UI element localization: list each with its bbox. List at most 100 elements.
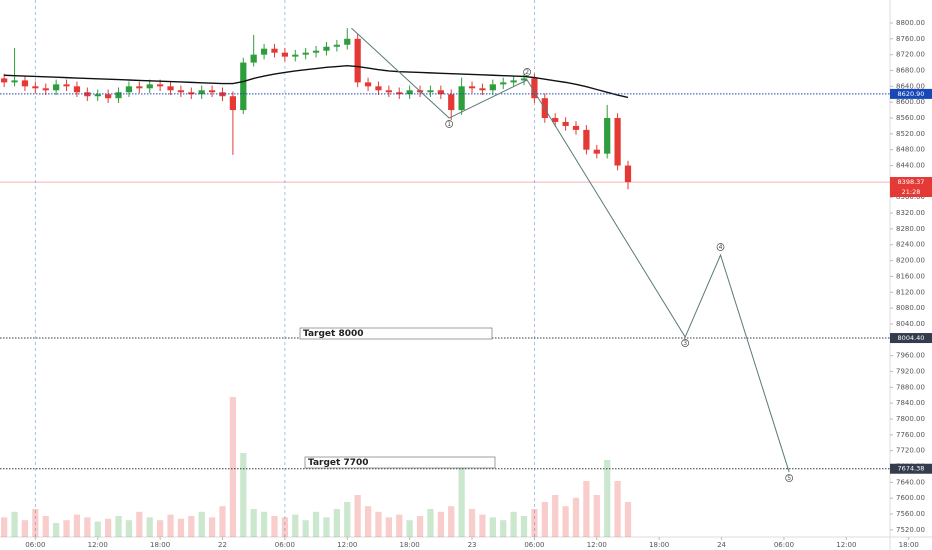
volume-bar (1, 517, 8, 537)
volume-bar (42, 516, 49, 537)
x-tick-label: 06:00 (524, 541, 544, 549)
candle-body (177, 90, 185, 93)
wave-marker (716, 243, 725, 251)
volume-bar (188, 516, 195, 537)
y-tick-label: 8800.00 (896, 19, 925, 27)
candle-body (531, 78, 538, 99)
volume-bar (198, 511, 205, 537)
candle-body (115, 92, 122, 99)
candle-body (604, 118, 611, 154)
wave-label: 1 (447, 121, 451, 128)
volume-bar (344, 502, 351, 537)
x-tick-label: 24 (717, 541, 726, 549)
candle-body (302, 52, 309, 55)
x-tick-label: 06:00 (25, 541, 45, 549)
y-tick-label: 8600.00 (896, 98, 925, 106)
volume-bar (583, 481, 590, 537)
volume-bar (624, 502, 632, 537)
x-tick-label: 12:00 (587, 541, 607, 549)
volume-bar (385, 517, 392, 537)
wave-label: 2 (525, 69, 529, 76)
wave-marker (785, 474, 793, 482)
volume-bar (427, 509, 434, 537)
candle-body (146, 84, 153, 89)
candle-body (1, 78, 8, 83)
volume-bar (115, 516, 122, 537)
y-tick-label: 8200.00 (896, 257, 925, 265)
candle-body (500, 82, 507, 85)
volume-bar (73, 514, 81, 537)
volume-bar (510, 511, 517, 537)
annotation: Target 8000 (303, 329, 364, 339)
candle-body (156, 84, 164, 87)
volume-bar (219, 506, 226, 537)
price-tag (890, 88, 932, 99)
candle-body (21, 80, 29, 87)
price-tag (890, 177, 932, 188)
candle-body (281, 52, 289, 57)
volume-bar (489, 517, 496, 537)
candle-body (552, 118, 559, 122)
volume-bar (364, 506, 372, 537)
candle-body (375, 86, 382, 91)
wave-marker (681, 339, 690, 347)
x-tick-label: 12:00 (337, 541, 357, 549)
y-tick-label: 8720.00 (896, 51, 925, 59)
wave-marker (523, 68, 531, 76)
y-tick-label: 7920.00 (896, 367, 925, 375)
volume-bar (437, 511, 444, 537)
volume-bar (531, 509, 538, 537)
volume-bar (156, 520, 164, 537)
candle-body (614, 118, 621, 166)
volume-bar (312, 511, 320, 537)
candle-body (312, 50, 320, 53)
y-tick-label: 7640.00 (896, 478, 925, 486)
candle-body (260, 48, 268, 55)
volume-bar (302, 520, 309, 537)
countdown-tag (890, 187, 932, 198)
candle-body (333, 44, 340, 47)
x-tick-label: 18:00 (150, 541, 170, 549)
price-tag (890, 333, 932, 344)
x-tick-label: 06:00 (275, 541, 295, 549)
candle-body (344, 38, 351, 45)
candle-body (520, 78, 528, 81)
candle-body (406, 90, 413, 95)
candle-body (53, 84, 60, 91)
candle-body (94, 94, 101, 97)
candle-body (479, 88, 486, 91)
y-tick-label: 8640.00 (896, 82, 925, 90)
candle-body (229, 96, 237, 111)
candle-body (32, 86, 39, 89)
wave-label: 3 (683, 340, 687, 347)
price-tag-label: 8398.37 (898, 178, 925, 186)
price-tag-label: 8004.40 (898, 334, 925, 342)
y-tick-label: 8440.00 (896, 162, 925, 170)
volume-bar (94, 521, 101, 537)
candle-body (42, 88, 49, 91)
x-tick-label: 06:00 (774, 541, 794, 549)
moving-average (4, 65, 629, 99)
candle-body (562, 121, 569, 126)
y-tick-label: 8160.00 (896, 272, 925, 280)
y-tick-label: 7840.00 (896, 399, 925, 407)
volume-bar (292, 514, 299, 537)
countdown-label: 21:28 (902, 188, 921, 196)
volume-bar (333, 509, 340, 537)
wave-line (351, 27, 790, 473)
volume-bar (11, 511, 18, 537)
candle-body (583, 129, 590, 150)
price-tag-label: 8620.90 (898, 90, 925, 98)
volume-bar (458, 460, 465, 537)
price-tag-label: 7674.38 (898, 465, 925, 473)
volume-bar (323, 517, 330, 537)
candle-body (292, 54, 299, 57)
candle-body (448, 94, 455, 111)
wave-marker (445, 120, 454, 128)
candle-body (458, 86, 465, 111)
annotation-box (299, 327, 493, 340)
x-tick-label: 12:00 (88, 541, 108, 549)
candle-body (385, 90, 392, 93)
volume-bar (541, 502, 548, 537)
volume-bar (604, 460, 611, 537)
